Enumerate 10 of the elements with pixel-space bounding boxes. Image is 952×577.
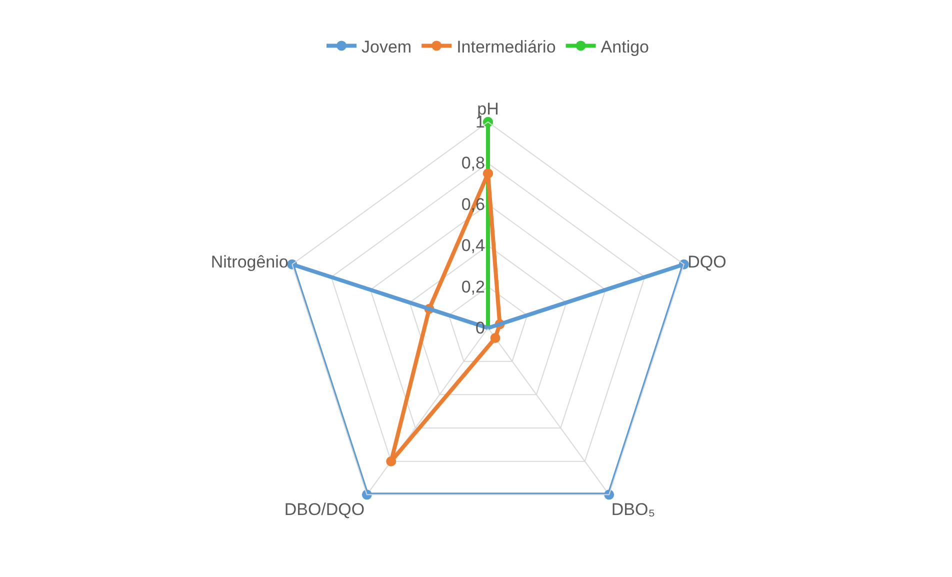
legend-label: Jovem (362, 37, 412, 56)
y-tick-label: 0,8 (461, 154, 485, 173)
spoke-label: DQO (688, 252, 726, 272)
y-tick-label: 0,4 (461, 236, 485, 256)
spoke-label: DBO₅ (611, 500, 656, 520)
legend-label: Antigo (600, 37, 649, 56)
legend-label: Intermediário (456, 37, 556, 56)
spoke-label: DBO/DQO (284, 500, 365, 520)
spoke-label: Nitrogênio (210, 252, 288, 272)
y-tick-label: 0,2 (461, 277, 485, 296)
